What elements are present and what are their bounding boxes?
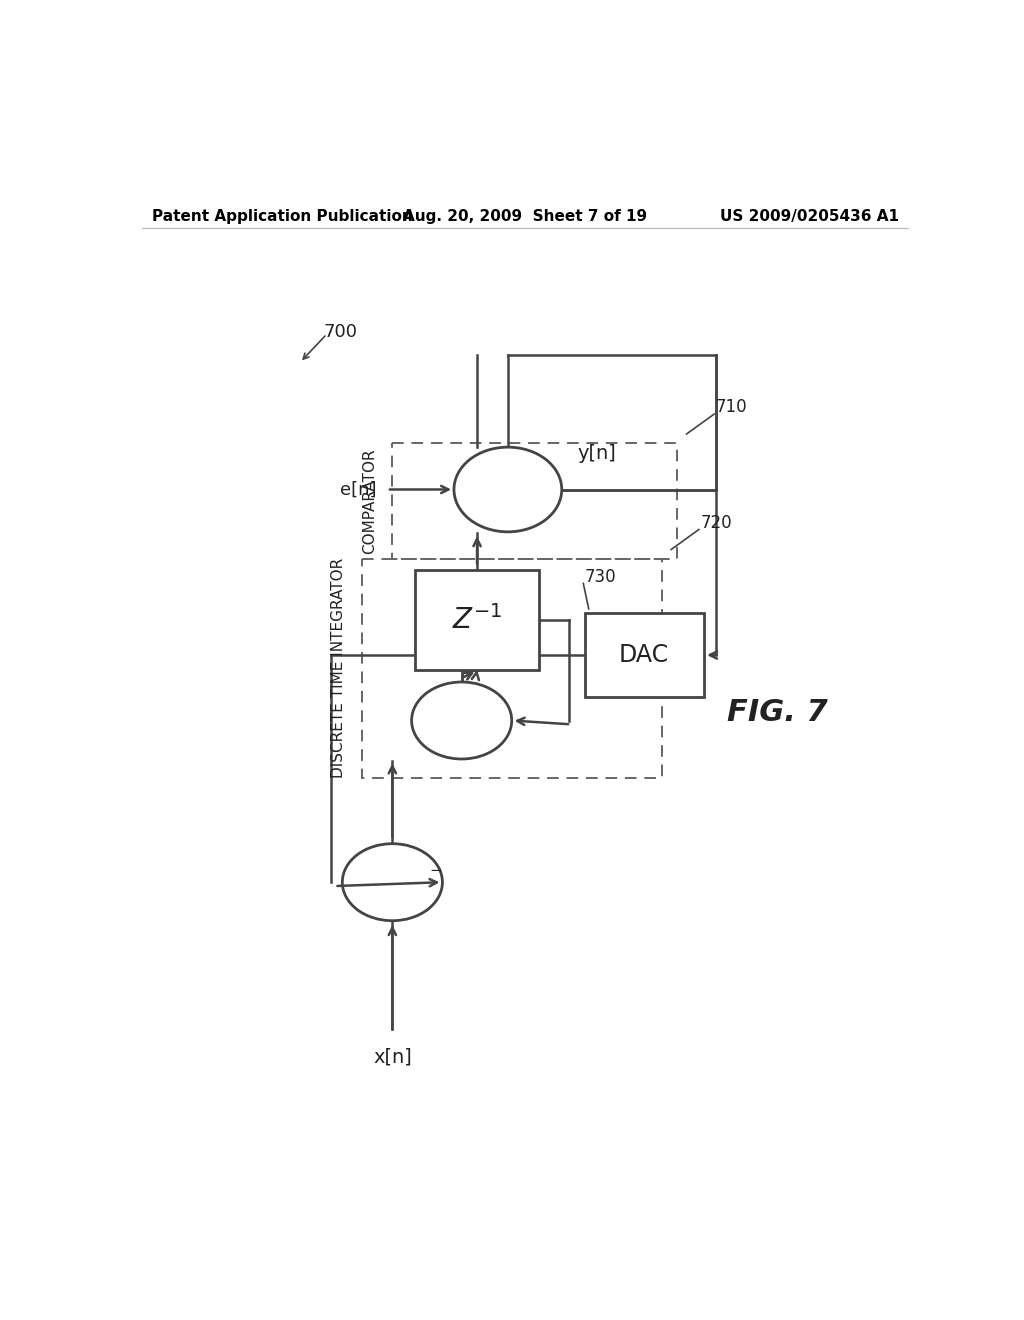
- Text: −: −: [430, 863, 442, 878]
- Text: 710: 710: [716, 399, 748, 416]
- Ellipse shape: [412, 682, 512, 759]
- Text: 730: 730: [585, 568, 616, 586]
- Text: y[n]: y[n]: [578, 444, 615, 462]
- Text: 700: 700: [323, 322, 357, 341]
- Text: DISCRETE TIME INTEGRATOR: DISCRETE TIME INTEGRATOR: [331, 558, 346, 779]
- Ellipse shape: [342, 843, 442, 921]
- FancyBboxPatch shape: [416, 570, 539, 671]
- Text: x[n]: x[n]: [373, 1048, 412, 1067]
- Text: e[n]: e[n]: [340, 480, 377, 499]
- Text: $Z^{-1}$: $Z^{-1}$: [452, 606, 503, 635]
- Text: 720: 720: [700, 513, 732, 532]
- Ellipse shape: [454, 447, 562, 532]
- FancyBboxPatch shape: [585, 612, 705, 697]
- Text: COMPARATOR: COMPARATOR: [361, 449, 377, 554]
- Text: US 2009/0205436 A1: US 2009/0205436 A1: [720, 209, 899, 223]
- Text: DAC: DAC: [620, 643, 670, 667]
- Text: Aug. 20, 2009  Sheet 7 of 19: Aug. 20, 2009 Sheet 7 of 19: [402, 209, 647, 223]
- Text: FIG. 7: FIG. 7: [727, 698, 827, 727]
- Text: Patent Application Publication: Patent Application Publication: [153, 209, 413, 223]
